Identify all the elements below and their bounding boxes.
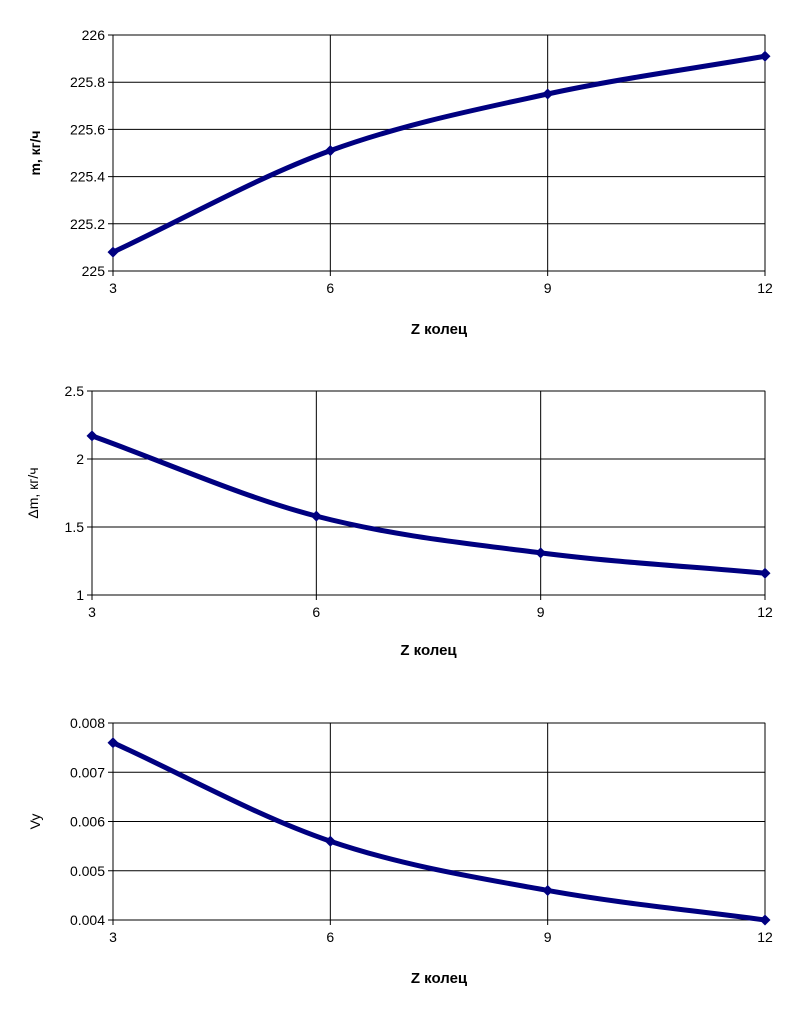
y-tick-label: 225 xyxy=(82,263,106,279)
x-axis-label: Z колец xyxy=(411,970,468,987)
y-tick-label: 2.5 xyxy=(65,383,85,399)
y-tick-label: 225.6 xyxy=(70,121,105,137)
x-tick-label: 6 xyxy=(326,929,334,945)
x-tick-label: 3 xyxy=(109,280,117,296)
series-line xyxy=(89,433,768,576)
y-tick-label: 1 xyxy=(76,587,84,603)
x-axis-label: Z колец xyxy=(411,321,468,338)
x-tick-label: 3 xyxy=(109,929,117,945)
y-tick-label: 0.006 xyxy=(70,814,105,830)
data-point xyxy=(107,737,119,749)
data-point xyxy=(324,835,336,847)
y-tick-label: 0.004 xyxy=(70,912,105,928)
y-tick-label: 225.8 xyxy=(70,74,105,90)
x-tick-label: 9 xyxy=(544,280,552,296)
data-point xyxy=(535,547,547,559)
y-axis-label: Vy xyxy=(27,814,43,830)
y-tick-label: 0.007 xyxy=(70,764,105,780)
y-tick-label: 2 xyxy=(76,451,84,467)
data-point xyxy=(542,884,554,896)
x-tick-label: 3 xyxy=(88,604,96,620)
y-tick-label: 0.005 xyxy=(70,863,105,879)
x-tick-label: 6 xyxy=(326,280,334,296)
data-point xyxy=(310,510,322,522)
x-tick-label: 12 xyxy=(757,929,773,945)
y-axis-label: m, кг/ч xyxy=(27,130,43,175)
data-point xyxy=(759,567,771,579)
x-tick-label: 9 xyxy=(537,604,545,620)
data-point xyxy=(759,50,771,62)
chart-2: 1 1.5 2 2.5 3 6 9 12 Z колец Δm, кг/ч xyxy=(25,383,773,659)
x-tick-label: 6 xyxy=(312,604,320,620)
chart-3: 0.004 0.005 0.006 0.007 0.008 3 6 9 12 Z колец Vy xyxy=(27,715,773,987)
y-axis-label: Δm, кг/ч xyxy=(25,467,41,518)
y-tick-label: 1.5 xyxy=(65,519,85,535)
chart-1: 225 225.2 225.4 225.6 225.8 226 3 6 9 12 Z колец m,… xyxy=(27,27,773,338)
data-point xyxy=(324,145,336,157)
series-line xyxy=(110,53,768,255)
data-point xyxy=(542,88,554,100)
x-tick-label: 9 xyxy=(544,929,552,945)
plot-area xyxy=(91,390,766,596)
y-tick-label: 225.4 xyxy=(70,169,105,185)
series-line xyxy=(110,740,768,923)
y-tick-label: 225.2 xyxy=(70,216,105,232)
x-tick-label: 12 xyxy=(757,280,773,296)
x-axis-label: Z колец xyxy=(400,642,457,659)
data-point xyxy=(107,246,119,258)
x-tick-label: 12 xyxy=(757,604,773,620)
data-point xyxy=(86,430,98,442)
y-tick-label: 226 xyxy=(82,27,106,43)
y-tick-label: 0.008 xyxy=(70,715,105,731)
data-point xyxy=(759,914,771,926)
